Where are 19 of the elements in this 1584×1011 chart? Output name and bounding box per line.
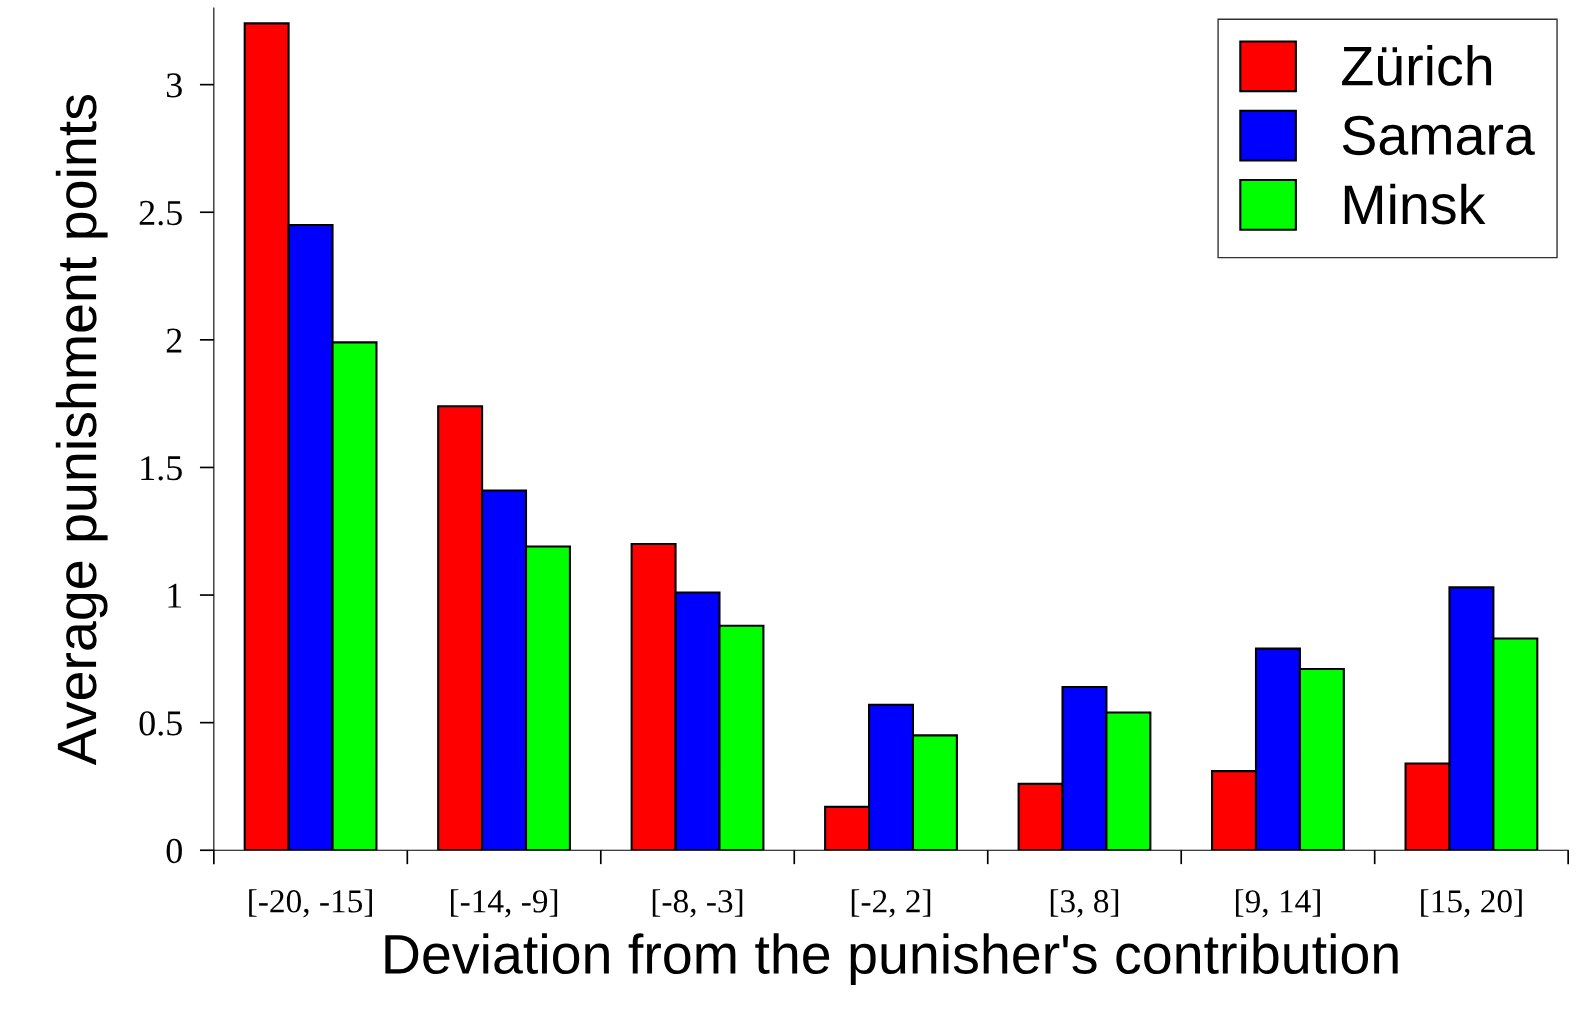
y-tick-label: 2.5 <box>139 200 182 226</box>
y-axis-title: Average punishment points <box>55 95 108 766</box>
x-tick-label: [15, 20] <box>1421 889 1522 918</box>
x-tick-label: [-2, 2] <box>851 889 931 918</box>
x-tick-label: [-8, -3] <box>652 889 743 918</box>
y-tick-label: 0.5 <box>139 711 182 736</box>
x-tick-label: [9, 14] <box>1235 889 1320 918</box>
x-tick-label: [-14, -9] <box>450 889 558 918</box>
y-tick-label: 3 <box>166 73 182 98</box>
y-tick-label: 2 <box>166 328 182 353</box>
x-tick-label: [-20, -15] <box>249 889 372 918</box>
legend-label: Zürich <box>1342 45 1492 86</box>
y-tick-label: 1 <box>168 583 182 608</box>
y-tick-label: 0 <box>166 838 182 864</box>
y-tick-label: 1.5 <box>141 456 182 481</box>
legend-label: Minsk <box>1344 183 1486 225</box>
x-tick-label: [3, 8] <box>1050 889 1119 918</box>
legend-label: Samara <box>1342 115 1535 156</box>
x-axis-title: Deviation from the punisher's contribution <box>385 933 1398 986</box>
